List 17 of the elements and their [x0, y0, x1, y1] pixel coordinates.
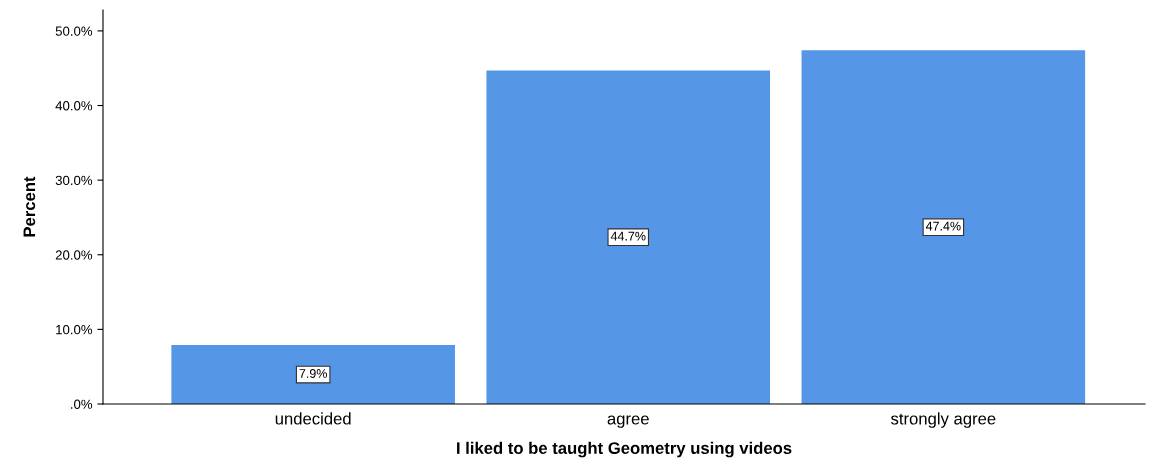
y-tick-label: 20.0% [55, 250, 93, 260]
y-tick-label: 30.0% [55, 175, 93, 186]
y-tick-label: 10.0% [56, 324, 93, 335]
x-axis-title: I liked to be taught Geometry using videos [457, 441, 792, 458]
data-label: 7.9% [299, 369, 327, 378]
data-label: 47.4% [925, 221, 961, 231]
bar [171, 345, 455, 404]
y-tick-label: .0% [71, 399, 93, 409]
y-tick-label: 40.0% [55, 101, 93, 111]
bar [801, 50, 1086, 404]
y-tick-label: 50.0% [55, 26, 93, 36]
bar [486, 70, 771, 404]
x-tick-label: undecided [275, 412, 351, 425]
y-axis-title: Percent [23, 176, 36, 237]
x-tick-label: strongly agree [891, 412, 996, 428]
data-label: 44.7% [610, 231, 646, 241]
x-tick-label: agree [607, 415, 649, 428]
